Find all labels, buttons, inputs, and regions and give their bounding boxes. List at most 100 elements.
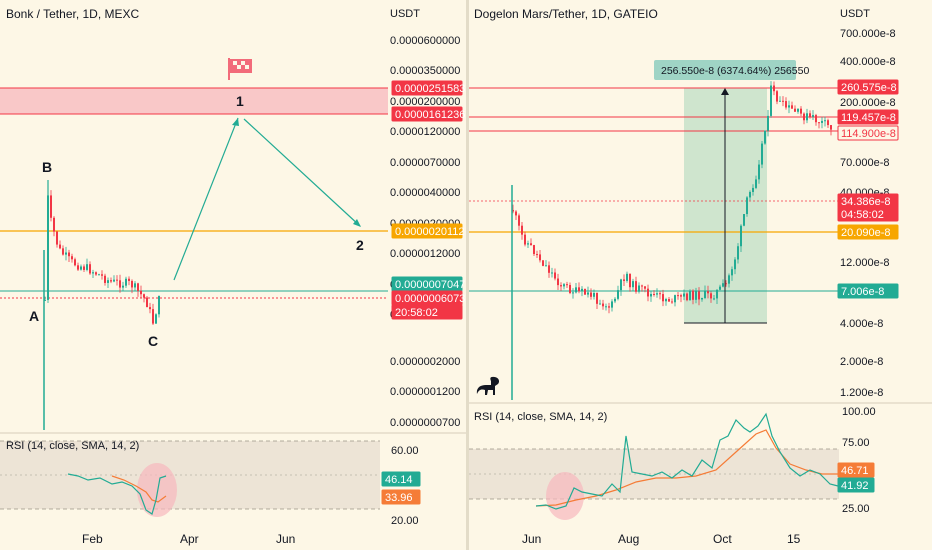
- left-rsi-tags: 46.14 33.96: [381, 471, 421, 505]
- right-candle: [716, 289, 718, 299]
- right-candle: [626, 273, 628, 281]
- left-rsi-line: [67, 473, 167, 515]
- left-rsi-price-tag-box: [381, 471, 421, 487]
- right-candle: [611, 301, 613, 308]
- right-candle: [713, 298, 715, 300]
- right-candle: [686, 293, 688, 301]
- right-rsi-price-tag-box: [837, 477, 875, 493]
- left-candle: [56, 231, 58, 245]
- left-price-tag-box: [391, 223, 463, 239]
- right-candle: [719, 286, 721, 290]
- left-candle: [86, 264, 88, 270]
- right-price-tags: 260.575e-8 119.457e-8 114.900e-8 34.386e-80…: [837, 79, 899, 299]
- right-x-tick-oct: Oct: [713, 532, 732, 546]
- left-candle: [158, 295, 160, 315]
- left-price-panel[interactable]: Bonk / Tether, 1D, MEXC USDT A B C 1 2: [0, 7, 465, 430]
- right-rsi-panel[interactable]: RSI (14, close, SMA, 14, 2) 100.00 75.00…: [469, 406, 876, 546]
- right-candle: [752, 187, 754, 192]
- right-candle: [599, 303, 601, 305]
- left-rsi-title: RSI (14, close, SMA, 14, 2): [6, 440, 139, 452]
- right-price-tag-text: 34.386e-8: [841, 196, 891, 208]
- right-y-tick: 70.000e-8: [840, 157, 890, 169]
- right-candle: [614, 298, 616, 302]
- right-price-tag-box: [837, 79, 899, 95]
- left-resistance-zone: [0, 88, 388, 114]
- right-y-axis[interactable]: 700.000e-8 400.000e-8 200.000e-8 70.000e-8 4…: [840, 28, 896, 399]
- right-rsi-highlight: [546, 472, 584, 520]
- right-rsi-price-tag-text: 46.71: [841, 465, 869, 477]
- left-price-tag-text: 0.0000251583: [395, 83, 465, 95]
- right-candle: [770, 85, 772, 116]
- left-rsi-price-tag-text: 46.14: [385, 474, 413, 486]
- left-y-tick: 0.0000040000: [390, 187, 460, 199]
- right-y-tick: 200.000e-8: [840, 97, 896, 109]
- left-candle: [146, 297, 148, 308]
- right-candle: [524, 234, 526, 245]
- left-candle: [74, 259, 76, 266]
- left-y-tick: 0.0000120000: [390, 126, 460, 138]
- right-candle: [821, 120, 823, 123]
- right-candle: [647, 288, 649, 297]
- left-y-tick: 0.0000012000: [390, 248, 460, 260]
- right-candle: [776, 91, 778, 102]
- right-candle: [710, 293, 712, 299]
- left-candle: [131, 280, 133, 288]
- left-rsi-price-tag-text: 33.96: [385, 492, 413, 504]
- right-candle: [539, 254, 541, 261]
- right-candle: [587, 292, 589, 295]
- left-y-tick: 0.0000001200: [390, 386, 460, 398]
- right-candle: [584, 288, 586, 295]
- right-candle: [692, 290, 694, 300]
- right-candle: [797, 108, 799, 112]
- right-candle: [779, 100, 781, 102]
- right-rsi-tick-100: 100.00: [842, 406, 876, 418]
- left-rsi-panel[interactable]: RSI (14, close, SMA, 14, 2) 60.00 20.00 …: [0, 440, 421, 546]
- right-candle: [602, 303, 604, 307]
- left-candle: [152, 309, 154, 324]
- left-price-tag-box: [391, 304, 463, 320]
- right-price-tag-text: 04:58:02: [841, 209, 884, 221]
- right-candle: [737, 246, 739, 260]
- left-candle: [89, 264, 91, 274]
- right-candle: [653, 293, 655, 295]
- left-candle: [83, 266, 85, 270]
- right-price-tag-text: 20.090e-8: [841, 227, 891, 239]
- right-y-tick: 700.000e-8: [840, 28, 896, 40]
- right-price-panel[interactable]: Dogelon Mars/Tether, 1D, GATEIO USDT 256…: [469, 7, 899, 400]
- left-candle: [137, 283, 139, 291]
- right-candle: [641, 285, 643, 287]
- left-rsi-tick-60: 60.00: [391, 445, 419, 457]
- right-candle: [650, 293, 652, 297]
- right-candle: [695, 291, 697, 300]
- wave-label-a: A: [29, 308, 39, 324]
- left-x-tick-jun: Jun: [276, 532, 295, 546]
- wave-label-1: 1: [236, 93, 244, 109]
- right-rsi-line: [535, 412, 839, 510]
- right-candle: [794, 108, 796, 112]
- right-chart-title: Dogelon Mars/Tether, 1D, GATEIO: [474, 7, 658, 21]
- wave-label-2: 2: [356, 237, 364, 253]
- left-candle: [62, 248, 64, 255]
- left-candle: [101, 274, 103, 276]
- right-candle: [749, 191, 751, 198]
- wave-label-c: C: [148, 333, 158, 349]
- right-y-tick: 2.000e-8: [840, 356, 883, 368]
- right-candle: [809, 113, 811, 117]
- left-candle: [122, 285, 124, 288]
- checkered-flag-icon: [228, 58, 252, 80]
- right-candle: [638, 285, 640, 292]
- left-price-tag-text: 20:58:02: [395, 307, 438, 319]
- right-candle: [572, 292, 574, 294]
- right-candle: [683, 293, 685, 297]
- right-candle: [560, 285, 562, 287]
- right-candle: [680, 295, 682, 297]
- right-candle: [515, 211, 517, 216]
- left-candle: [110, 280, 112, 282]
- right-candle: [545, 265, 547, 267]
- right-price-tag-text: 119.457e-8: [841, 112, 896, 124]
- right-price-tag-box: [837, 224, 899, 240]
- right-price-tag-text: 7.006e-8: [841, 286, 884, 298]
- left-candle: [77, 265, 79, 270]
- left-projection-down-arrowhead: [353, 219, 361, 227]
